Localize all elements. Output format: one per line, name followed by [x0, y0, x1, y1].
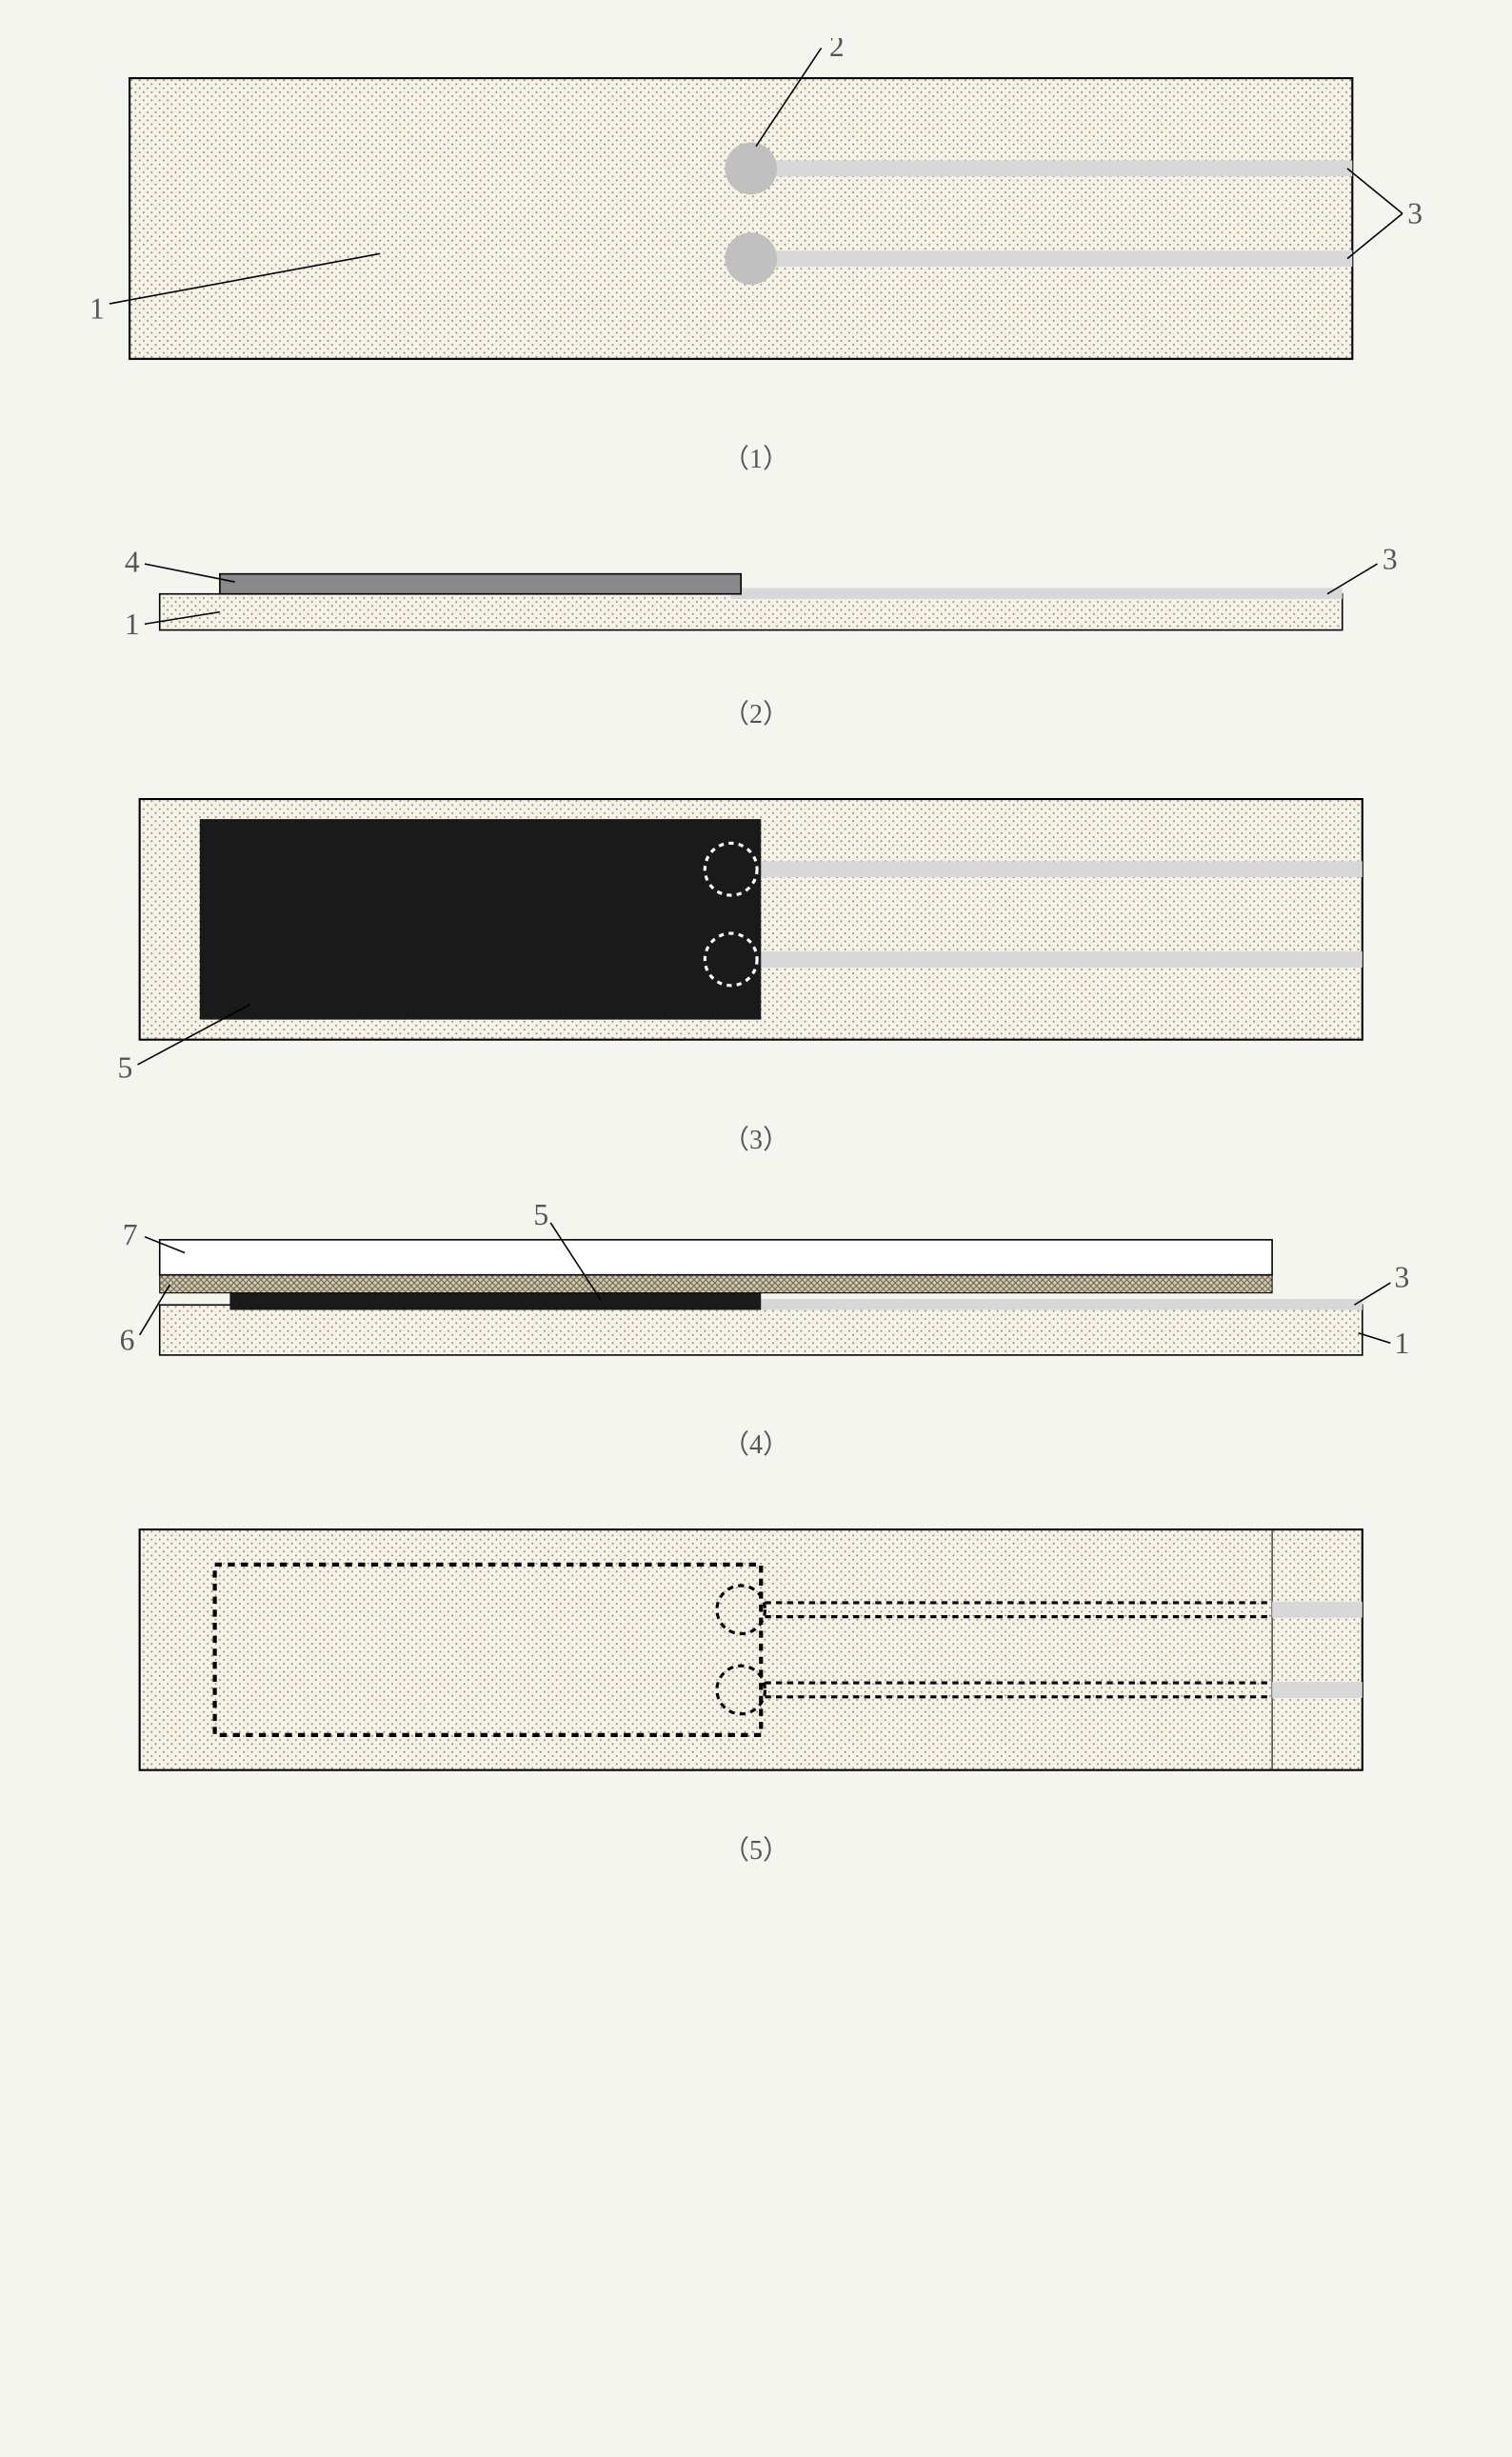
caption-4: （4）: [90, 1424, 1422, 1462]
panel-4-svg: 7 5 6 3 1: [90, 1205, 1422, 1406]
trace-2: [731, 588, 1343, 599]
label-3b: 3: [1383, 542, 1398, 575]
panel-5: （5）: [90, 1509, 1422, 1868]
trace-4: [731, 1299, 1363, 1310]
panel-3: 5 （3）: [90, 779, 1422, 1157]
panel-1-svg: 2 3 1: [90, 38, 1422, 419]
substrate-2: [160, 594, 1343, 630]
hatch-layer-6: [160, 1274, 1272, 1292]
label-1: 1: [90, 292, 105, 326]
trace-3b: [761, 951, 1363, 968]
leader-4: [145, 564, 235, 582]
caption-3: （3）: [90, 1119, 1422, 1157]
caption-1: （1）: [90, 438, 1422, 476]
panel-2-svg: 4 1 3: [90, 524, 1422, 674]
substrate-4: [160, 1305, 1363, 1355]
panel-2: 4 1 3 （2）: [90, 524, 1422, 731]
leader-1c: [1359, 1332, 1391, 1343]
black-region-5: [200, 819, 761, 1020]
leader-3a: [1347, 169, 1403, 213]
pad-bottom: [725, 232, 777, 285]
label-5b: 5: [533, 1205, 548, 1231]
label-2: 2: [829, 38, 845, 63]
trace-end-top: [1272, 1602, 1363, 1618]
panel-4: 7 5 6 3 1 （4）: [90, 1205, 1422, 1463]
label-1b: 1: [125, 608, 140, 641]
leader-3b: [1347, 213, 1403, 258]
leader-3d: [1354, 1283, 1390, 1305]
trace-top: [761, 160, 1352, 176]
label-3d: 3: [1394, 1260, 1409, 1293]
panel-3-svg: 5: [90, 779, 1422, 1100]
figure-container: 2 3 1 （1） 4 1: [90, 38, 1422, 1868]
pad-top: [725, 142, 777, 194]
panel-5-svg: [90, 1509, 1422, 1810]
trace-end-bottom: [1272, 1682, 1363, 1698]
leader-3c: [1327, 564, 1378, 594]
trace-3a: [761, 861, 1363, 877]
substrate-1: [129, 78, 1352, 359]
label-1c: 1: [1394, 1327, 1409, 1360]
label-6: 6: [120, 1323, 135, 1356]
caption-5: （5）: [90, 1829, 1422, 1868]
trace-bottom: [761, 250, 1352, 267]
layer-4: [220, 574, 741, 594]
panel-1: 2 3 1 （1）: [90, 38, 1422, 476]
caption-2: （2）: [90, 693, 1422, 731]
label-5: 5: [118, 1051, 133, 1085]
label-3: 3: [1407, 197, 1422, 230]
label-4: 4: [125, 546, 140, 579]
label-7: 7: [123, 1218, 138, 1251]
top-layer-7: [160, 1240, 1272, 1275]
